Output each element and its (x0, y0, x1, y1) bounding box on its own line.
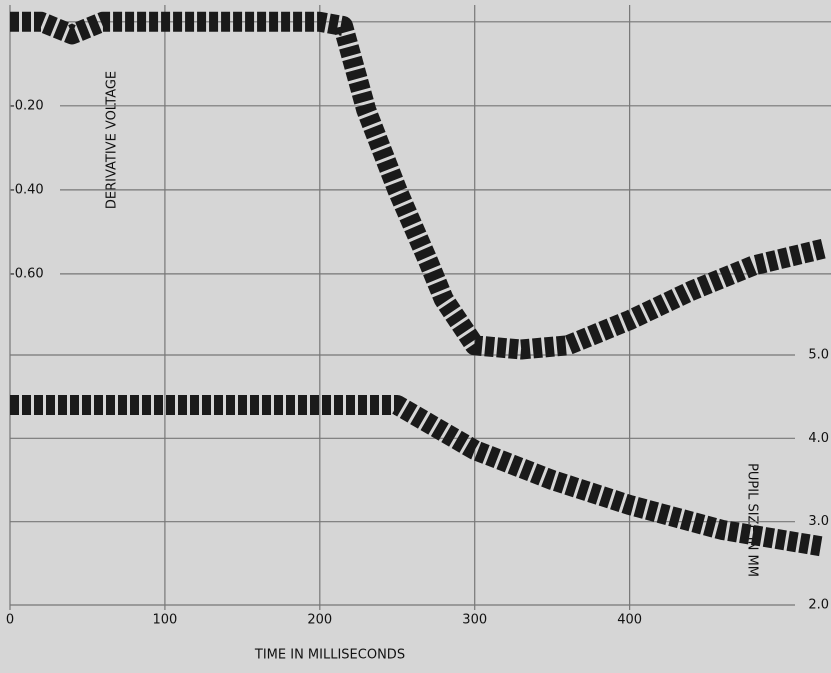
x-tick-label: 200 (307, 613, 332, 628)
y2-tick-label: 2.0 (808, 598, 829, 613)
x-tick-label: 0 (6, 613, 14, 628)
trace (10, 395, 825, 557)
x-axis-label: TIME IN MILLISECONDS (254, 648, 405, 663)
trace (10, 11, 826, 360)
x-tick-label: 300 (462, 613, 487, 628)
x-tick-label: 100 (152, 613, 177, 628)
y-tick-label: -0.60 (10, 266, 44, 281)
y-tick-label: -0.20 (10, 98, 44, 113)
y2-axis-label: PUPIL SIZE IN MM (745, 463, 760, 577)
y2-tick-label: 5.0 (808, 348, 829, 363)
y-axis-label: DERIVATIVE VOLTAGE (105, 71, 120, 209)
y2-tick-label: 3.0 (808, 514, 829, 529)
x-tick-label: 400 (617, 613, 642, 628)
y2-tick-label: 4.0 (808, 431, 829, 446)
y-tick-label: -0.40 (10, 182, 44, 197)
